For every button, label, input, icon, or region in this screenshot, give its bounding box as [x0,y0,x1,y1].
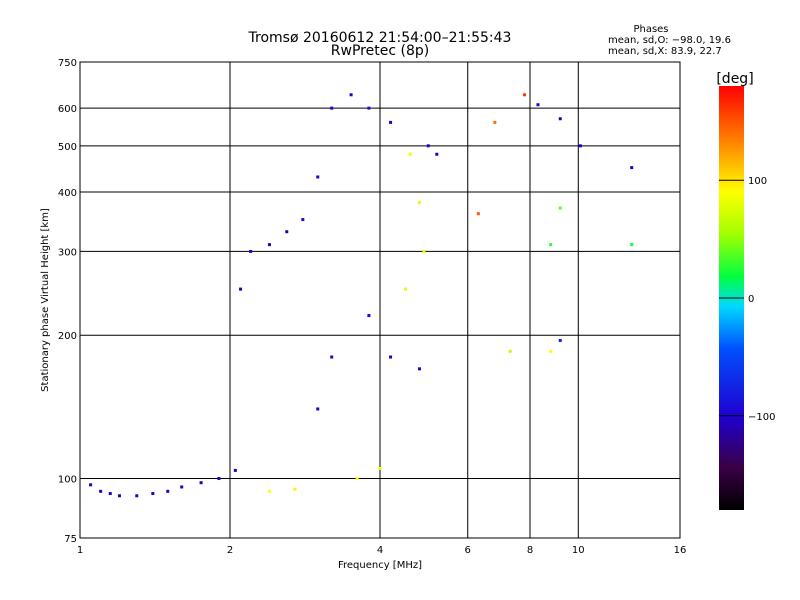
x-tick-label: 16 [674,545,687,556]
colorbar-tick-label: 0 [748,294,754,305]
data-point [408,152,412,156]
data-point [426,144,430,148]
data-point [417,201,421,205]
colorbar-tick-label: −100 [748,412,775,423]
grid-lines [80,62,680,538]
y-axis-label: Stationary phase Virtual Height [km] [40,208,51,392]
data-point [301,218,305,222]
colorbar-tick-label: 100 [748,176,767,187]
data-point [367,106,371,110]
y-axis: 75 100 200 300 400 500 600 750 [58,58,77,545]
data-point [558,338,562,342]
data-point [316,407,320,411]
data-point [476,212,480,216]
data-point [285,230,289,234]
data-point [330,355,334,359]
data-point [99,489,103,493]
y-tick-label: 100 [58,475,77,486]
data-point [417,367,421,371]
colorbar: [deg] 100 0 −100 [716,71,775,510]
data-point [117,494,121,498]
y-tick-label: 400 [58,188,77,199]
data-point [180,485,184,489]
y-tick-label: 500 [58,142,77,153]
stats-line-x: mean, sd,X: 83.9, 22.7 [608,46,722,57]
data-point [330,106,334,110]
data-point [151,492,155,496]
x-tick-label: 2 [227,545,233,556]
data-point [508,349,512,353]
data-point [199,481,203,485]
x-axis: 1 2 4 6 8 10 16 [77,545,687,556]
data-point [135,494,139,498]
colorbar-label: [deg] [716,71,753,87]
data-point [493,120,497,124]
stats-heading: Phases [633,24,668,35]
data-point [316,175,320,179]
data-point [108,492,112,496]
data-point [217,477,221,481]
data-point [267,489,271,493]
y-tick-label: 200 [58,331,77,342]
colorbar-ticks: 100 0 −100 [719,176,775,423]
data-point [355,477,359,481]
data-point [389,120,393,124]
data-point [233,468,237,472]
data-point [558,206,562,210]
data-point [523,93,527,97]
x-tick-label: 6 [465,545,471,556]
data-point [378,466,382,470]
data-point [349,93,353,97]
data-point [558,117,562,121]
x-tick-label: 4 [377,545,383,556]
data-point [367,314,371,318]
chart-subtitle: RwPretec (8p) [331,43,429,59]
data-point [89,483,93,487]
data-point [267,243,271,247]
data-point [239,287,243,291]
data-point [536,103,540,107]
data-point [630,243,634,247]
data-point [422,249,426,253]
x-tick-label: 10 [572,545,585,556]
data-point [389,355,393,359]
data-point [249,249,253,253]
data-point [630,166,634,170]
x-tick-label: 1 [77,545,83,556]
data-points [89,93,634,498]
y-tick-label: 300 [58,247,77,258]
data-point [293,487,297,491]
plot-frame [79,61,681,539]
data-point [549,243,553,247]
x-tick-label: 8 [527,545,533,556]
y-tick-label: 600 [58,104,77,115]
data-point [549,349,553,353]
data-point [166,489,170,493]
x-axis-label: Frequency [MHz] [338,560,422,571]
data-point [435,152,439,156]
y-tick-label: 750 [58,58,77,69]
data-point [403,287,407,291]
y-tick-label: 75 [64,534,77,545]
stats-line-o: mean, sd,O: −98.0, 19.6 [608,35,731,46]
chart-title: Tromsø 20160612 21:54:00–21:55:43 [248,30,512,46]
data-point [578,144,582,148]
